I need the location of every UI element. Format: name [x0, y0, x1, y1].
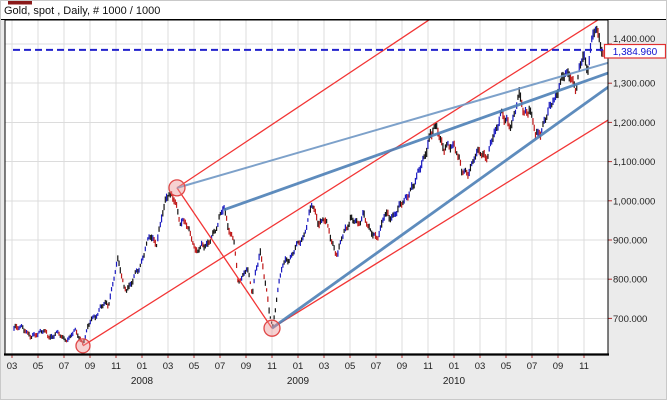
last-price-box-frame: [603, 43, 666, 59]
month-axis-label: 07: [215, 361, 226, 372]
price-axis-label: 1,000.000: [613, 196, 655, 207]
price-axis-label: 800.000: [613, 275, 647, 286]
last-price-box: 1,384.960: [603, 43, 666, 59]
month-axis-label: 05: [345, 361, 356, 372]
month-axis-label: 03: [163, 361, 174, 372]
window-chrome-fragment: [8, 1, 32, 5]
price-axis-label: 700.000: [613, 314, 647, 325]
title-bar: [1, 1, 666, 19]
month-axis-label: 11: [423, 361, 433, 372]
red-trendline-peak-to-low: [176, 187, 273, 329]
red-trendline-mid-channel: [271, 119, 608, 329]
blue-trendlines: [176, 61, 608, 330]
month-axis-label: 11: [579, 361, 589, 372]
pivot-circle-aug-2007-low: [75, 338, 91, 354]
month-axis-label: 09: [397, 361, 408, 372]
last-price-value: 1,384.960: [613, 47, 658, 58]
price-axis-label: 1,300.000: [613, 79, 655, 90]
red-trendline-upper-channel: [176, 20, 431, 189]
month-axis-label: 05: [189, 361, 200, 372]
price-axis-label: 1,200.000: [613, 118, 655, 129]
month-axis-label: 07: [527, 361, 538, 372]
price-axis-label: 1,100.000: [613, 157, 655, 168]
month-axis-label: 07: [371, 361, 382, 372]
month-axis-label: 09: [85, 361, 96, 372]
month-axis-label: 01: [137, 361, 148, 372]
time-axis-labels: 03 05 07 09 11 01 03 05 07 09 11 01 03 05 07 09 11 01 03 05…: [7, 361, 589, 387]
month-axis-label: 03: [319, 361, 330, 372]
axis-tick-marks: [11, 43, 612, 358]
month-axis-label: 07: [59, 361, 70, 372]
year-axis-label: 2010: [443, 376, 466, 387]
month-axis-label: 01: [449, 361, 460, 372]
month-axis-label: 09: [553, 361, 564, 372]
blue-trendline-resistance-from-jul-2008: [223, 71, 608, 212]
year-axis-label: 2008: [131, 376, 154, 387]
pivot-circle-mar-2008-peak: [168, 179, 186, 197]
year-axis-label: 2009: [287, 376, 310, 387]
price-bars: [13, 25, 604, 346]
grid-lines: [5, 20, 608, 354]
chart-plot-area[interactable]: [5, 20, 608, 354]
month-axis-label: 05: [501, 361, 512, 372]
blue-trendline-resistance-from-2008-peak: [176, 61, 608, 189]
month-axis-label: 09: [241, 361, 252, 372]
month-axis-label: 03: [475, 361, 486, 372]
pivot-circle-nov-2008-low: [263, 319, 281, 337]
month-axis-label: 11: [267, 361, 277, 372]
chart-title: Gold, spot , Daily, # 1000 / 1000: [4, 5, 160, 17]
price-axis-labels: 1,400.000 1,300.000 1,200.000 1,100.000 1,00…: [613, 34, 655, 325]
month-axis-label: 11: [111, 361, 121, 372]
red-trendline-lower-channel: [82, 20, 600, 347]
red-trendlines: [82, 20, 608, 347]
price-axis-label: 1,400.000: [613, 34, 655, 45]
price-axis-label: 900.000: [613, 236, 647, 247]
month-axis-label: 03: [7, 361, 18, 372]
blue-trendline-support-from-2008-low: [271, 85, 608, 330]
pivot-circles: [75, 179, 281, 354]
month-axis-label: 05: [33, 361, 44, 372]
month-axis-label: 01: [293, 361, 304, 372]
